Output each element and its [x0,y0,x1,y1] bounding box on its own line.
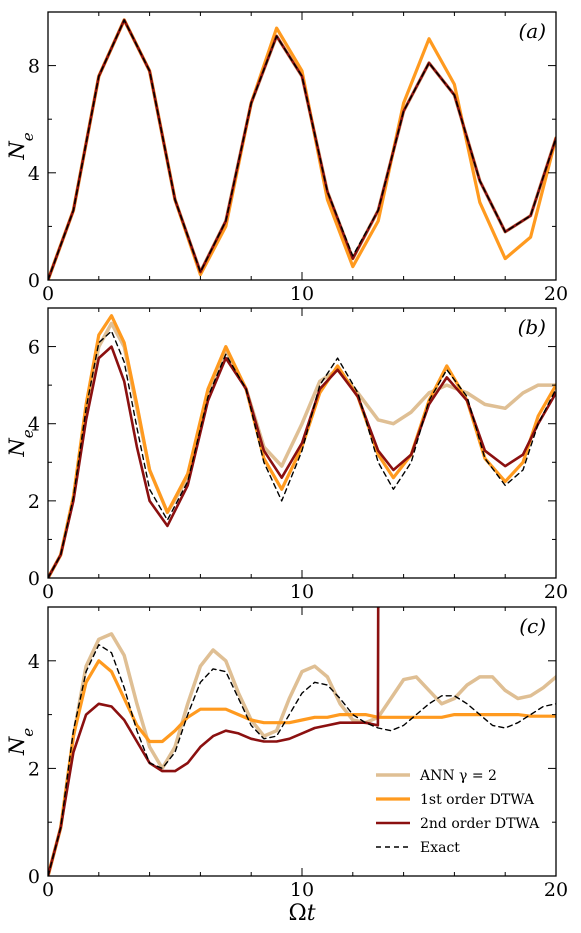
series-line-dtwa1 [48,18,556,280]
y-tick-label: 8 [28,56,40,78]
series-line-dtwa2 [48,345,556,578]
series-line-dtwa2 [48,607,380,876]
y-tick-label: 0 [28,866,40,888]
y-tick-label: 0 [28,568,40,590]
x-axis-label: Ωt [288,901,315,926]
series-group [48,314,556,578]
x-tick-label: 0 [42,283,54,305]
series-line-ann [48,18,556,280]
panel-c: 0 10 20 0 2 4 Ne (c) Ωt ANN γ = 2 1st order DTWA 2n… [5,606,568,926]
legend-label-dtwa2: 2nd order DTWA [420,816,540,832]
panel-label: (a) [518,19,546,43]
y-axis-label: Ne [5,728,37,756]
series-line-ann [48,321,556,578]
series-line-dtwa2 [48,18,556,280]
y-tick-label: 2 [28,758,40,780]
x-tick-label: 20 [544,581,568,603]
x-tick-label: 10 [290,879,314,901]
legend: ANN γ = 2 1st order DTWA 2nd order DTWA Exa… [376,768,540,856]
series-line-exact [48,330,556,578]
series-group [48,18,556,280]
y-axis-label: Ne [5,132,37,160]
x-tick-label: 20 [544,879,568,901]
legend-label-exact: Exact [420,840,460,856]
y-tick-label: 6 [28,337,40,359]
y-axis-label: Ne [5,429,37,457]
panel-label: (c) [519,614,546,638]
y-tick-label: 4 [28,163,40,185]
legend-label-dtwa1: 1st order DTWA [420,792,535,808]
plot-frame [47,606,557,877]
panel-a: 0 10 20 0 4 8 Ne (a) [5,11,568,305]
x-tick-label: 20 [544,283,568,305]
panel-label: (b) [518,315,546,339]
y-tick-label: 4 [28,651,40,673]
x-tick-label: 10 [290,283,314,305]
x-tick-label: 0 [42,879,54,901]
series-line-ann [48,632,556,876]
series-group [48,607,556,876]
plot-frame [47,11,557,281]
y-tick-label: 4 [28,414,40,436]
y-tick-label: 2 [28,491,40,513]
x-tick-label: 0 [42,581,54,603]
panel-b: 0 10 20 0 2 4 6 Ne (b) [5,307,568,603]
series-line-exact [48,644,556,876]
y-tick-label: 0 [28,270,40,292]
legend-label-ann: ANN γ = 2 [419,768,497,784]
series-line-exact [48,19,556,280]
x-tick-label: 10 [290,581,314,603]
